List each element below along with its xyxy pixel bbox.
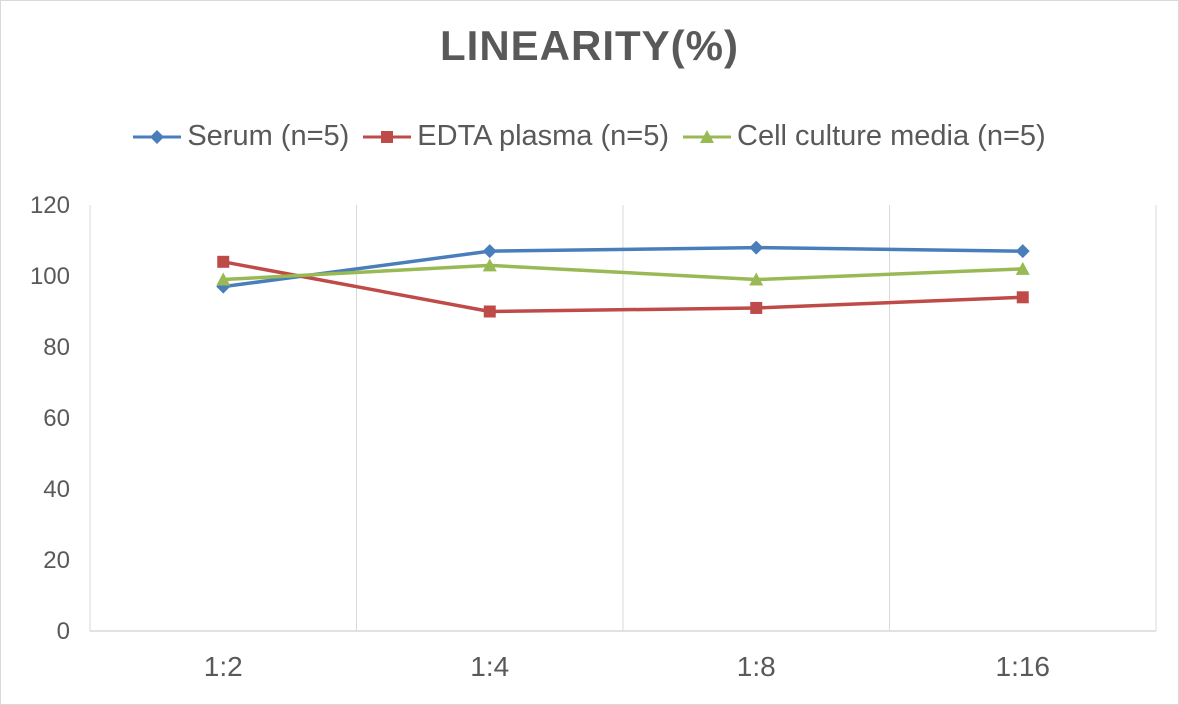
x-tick-label: 1:8: [737, 651, 776, 682]
legend-label-edta: EDTA plasma (n=5): [417, 120, 669, 152]
data-point-marker: [482, 244, 497, 259]
legend-item-edta: EDTA plasma (n=5): [363, 120, 669, 153]
legend-marker-edta: [363, 130, 412, 143]
data-point-marker: [483, 305, 496, 318]
y-tick-label: 120: [30, 192, 70, 219]
legend-label-serum: Serum (n=5): [187, 120, 350, 152]
data-point-marker: [216, 272, 231, 286]
y-tick-label: 0: [57, 618, 70, 645]
x-tick-label: 1:16: [996, 651, 1051, 682]
legend-item-cell-culture: Cell culture media (n=5): [683, 120, 1046, 153]
legend-label-cell-culture: Cell culture media (n=5): [737, 120, 1046, 152]
chart-title: LINEARITY(%): [440, 22, 739, 69]
legend-item-serum: Serum (n=5): [133, 120, 349, 153]
legend-marker-serum: [133, 129, 182, 144]
x-tick-label: 1:2: [204, 651, 243, 682]
chart-legend: Serum (n=5) EDTA plasma (n=5) Cell cultu…: [0, 120, 1179, 153]
y-tick-label: 60: [43, 405, 70, 432]
data-point-marker: [1015, 261, 1030, 275]
data-point-marker: [1016, 291, 1029, 304]
data-point-marker: [482, 258, 497, 272]
data-point-marker: [749, 240, 764, 255]
data-point-marker: [749, 272, 764, 286]
y-tick-label: 80: [43, 334, 70, 361]
x-tick-label: 1:4: [470, 651, 509, 682]
data-point-marker: [1015, 244, 1030, 259]
legend-marker-cell-culture: [683, 129, 731, 143]
y-tick-label: 100: [30, 263, 70, 290]
y-tick-label: 40: [43, 476, 70, 503]
data-point-marker: [217, 255, 230, 268]
y-tick-label: 20: [43, 547, 70, 574]
data-point-marker: [750, 301, 763, 314]
series-line-2: [223, 263, 1023, 282]
series-line-0: [223, 245, 1023, 289]
series-line-1: [222, 260, 1023, 314]
